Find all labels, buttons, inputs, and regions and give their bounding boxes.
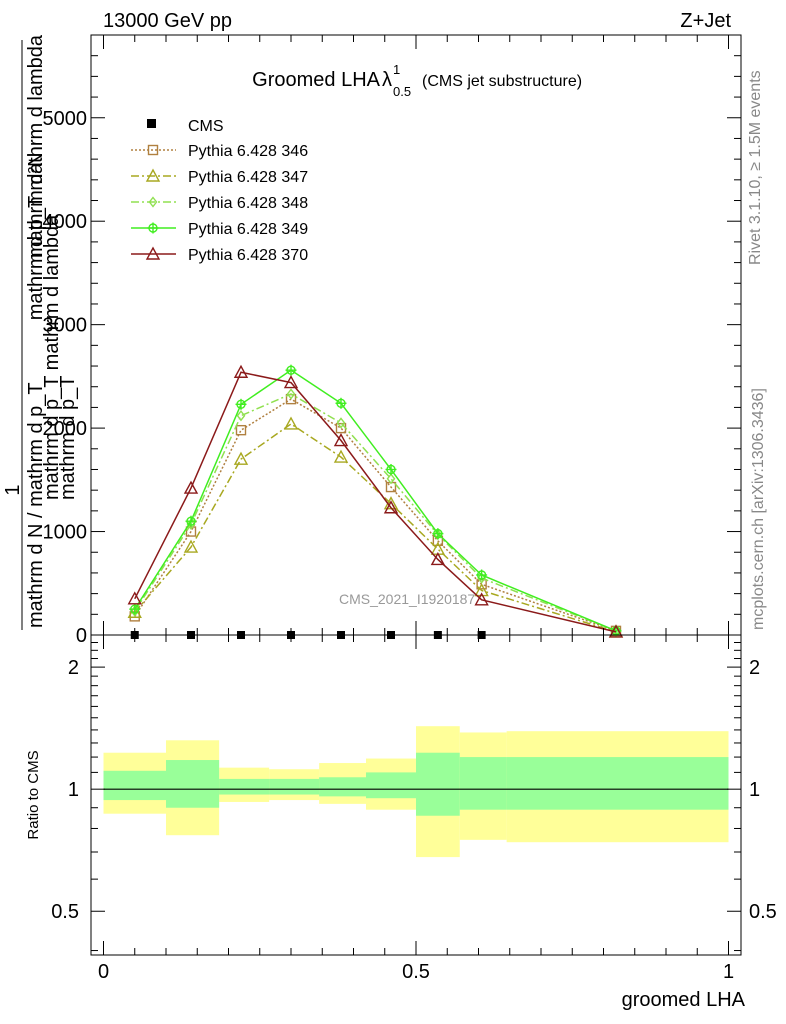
header-channel: Z+Jet xyxy=(680,10,731,32)
series-0-point xyxy=(235,424,247,436)
legend-label-2: Pythia 6.428 348 xyxy=(188,195,308,212)
legend-label-0: Pythia 6.428 346 xyxy=(188,143,308,160)
series-4-point xyxy=(474,592,489,606)
x-tick-label: 1 xyxy=(723,961,734,983)
y-label-one: 1 xyxy=(2,484,24,495)
inner-band-bin xyxy=(219,778,270,795)
plot-title-superscript: 1 xyxy=(393,62,400,77)
y-tick-label: 3000 xyxy=(43,315,88,337)
y-tick-label: 5000 xyxy=(43,108,88,130)
analysis-watermark: CMS_2021_I1920187 xyxy=(339,591,475,607)
legend-label-cms: CMS xyxy=(188,118,224,135)
series-4-point xyxy=(233,364,249,378)
y-label-overlap-b: mathrm d p_T xyxy=(57,376,79,500)
header-process: 13000 GeV pp xyxy=(103,10,232,32)
legend-marker-2 xyxy=(148,196,158,208)
series-3-point xyxy=(235,398,247,410)
series-0-point xyxy=(185,526,197,537)
series-1-point xyxy=(233,451,249,465)
series-2-point xyxy=(236,410,246,422)
inner-band-bin xyxy=(269,778,320,795)
legend-marker-1 xyxy=(145,168,161,182)
series-2-point xyxy=(336,417,346,429)
legend: CMS Pythia 6.428 346 Pythia 6.428 347 Pythi… xyxy=(131,118,308,264)
ratio-y-tick-label: 0.5 xyxy=(51,901,79,923)
y-tick-label: 1000 xyxy=(43,522,88,544)
y-label-overlap-a: mathrm d p_T mathrm d lambda xyxy=(41,214,63,500)
series-3-point xyxy=(285,364,297,376)
series-1-point xyxy=(474,583,489,597)
inner-band-bin xyxy=(506,757,729,810)
y-tick-label: 4000 xyxy=(43,211,88,233)
series-line-2 xyxy=(134,393,617,632)
ratio-y-tick-label-right: 2 xyxy=(749,657,760,679)
series-2-point xyxy=(186,518,196,530)
series-2-point xyxy=(286,388,296,400)
legend-label-1: Pythia 6.428 347 xyxy=(188,169,308,186)
legend-label-3: Pythia 6.428 349 xyxy=(188,221,308,238)
y-tick-label: 0 xyxy=(76,625,87,647)
series-line-0 xyxy=(134,398,617,632)
series-3-point xyxy=(432,528,444,540)
series-4-point xyxy=(608,624,624,638)
x-tick-label: 0.5 xyxy=(402,961,430,983)
ratio-y-label: Ratio to CMS xyxy=(25,750,42,839)
inner-band-bin xyxy=(459,757,507,810)
ratio-y-tick-label: 2 xyxy=(68,657,79,679)
rivet-version-label: Rivet 3.1.10, ≥ 1.5M events xyxy=(747,70,764,265)
series-line-4 xyxy=(134,371,617,633)
plot-title: Groomed LHA xyxy=(252,69,380,91)
series-4-point xyxy=(183,480,199,494)
series-4-point xyxy=(283,375,299,389)
mcplots-reference-label: mcplots.cern.ch [arXiv:1306.3436] xyxy=(750,388,767,630)
ratio-y-tick-label: 1 xyxy=(68,779,79,801)
legend-cms-marker xyxy=(147,119,156,128)
y-tick-label: 2000 xyxy=(43,418,88,440)
series-1-point xyxy=(333,449,349,463)
inner-band-bin xyxy=(319,777,366,797)
ratio-plot-marks xyxy=(103,726,729,858)
series-line-1 xyxy=(134,423,617,633)
series-3-point xyxy=(385,463,397,475)
series-3-point xyxy=(335,397,347,409)
legend-marker-0 xyxy=(147,144,159,156)
ratio-plot-axes: 0.5 0.5 1 1 2 2 0 0.5 1 xyxy=(51,635,777,983)
inner-band-bin xyxy=(366,772,416,799)
inner-band-bin xyxy=(103,770,166,801)
x-axis-label: groomed LHA xyxy=(622,989,746,1011)
inner-band-bin xyxy=(416,752,460,816)
y-label-denominator-top: mathrm d²N xyxy=(25,152,47,258)
series-4-point xyxy=(430,552,446,566)
legend-marker-3 xyxy=(147,222,159,234)
series-3-point xyxy=(129,603,141,615)
plot-title-note: (CMS jet substructure) xyxy=(422,73,582,90)
series-4-point xyxy=(127,591,142,605)
series-3-point xyxy=(476,569,488,581)
y-label-numerator-fraction: mathrm d N / mathrm d p_T xyxy=(25,382,47,628)
series-2-point xyxy=(386,473,396,485)
series-3-point xyxy=(185,515,197,527)
series-1-point xyxy=(283,416,299,430)
series-4-point xyxy=(333,433,349,447)
ratio-y-tick-label-right: 0.5 xyxy=(749,901,777,923)
x-tick-label: 0 xyxy=(98,961,109,983)
main-plot-axes: 0 1000 2000 3000 4000 5000 xyxy=(43,34,741,647)
ratio-y-tick-label-right: 1 xyxy=(749,779,760,801)
legend-label-4: Pythia 6.428 370 xyxy=(188,247,308,264)
y-label-denominator-bottom: mathrm d p_T mathrm d lambda xyxy=(25,34,47,320)
series-4-point xyxy=(383,500,399,514)
series-1-point xyxy=(183,539,199,553)
legend-marker-4 xyxy=(145,246,161,260)
plot-title-symbol: λ xyxy=(382,69,392,91)
plot-title-subscript: 0.5 xyxy=(393,84,411,99)
inner-band-bin xyxy=(166,760,220,808)
